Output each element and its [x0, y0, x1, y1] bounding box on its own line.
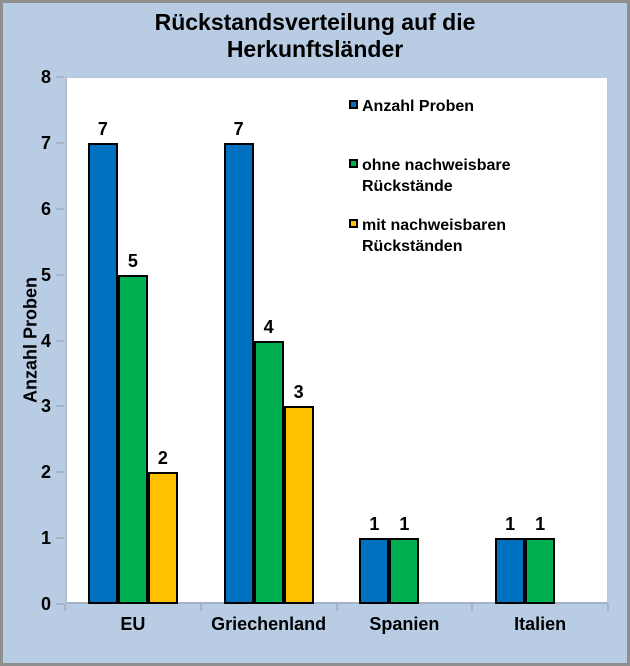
- bar-value-label: 1: [369, 514, 380, 535]
- x-category-label: Spanien: [369, 614, 440, 634]
- y-tick-label: 5: [40, 264, 51, 285]
- y-tick-label: 3: [40, 396, 51, 417]
- y-tick-label: 7: [40, 132, 51, 153]
- legend-item: Anzahl Proben: [349, 96, 474, 117]
- bar: [87, 142, 118, 604]
- y-tick-mark: [56, 207, 64, 210]
- y-tick-label: 6: [40, 198, 51, 219]
- y-tick-label: 1: [40, 528, 51, 549]
- y-tick-mark: [56, 537, 64, 540]
- x-tick-mark: [64, 604, 66, 611]
- bar-value-label: 1: [399, 514, 410, 535]
- x-tick-mark: [471, 604, 474, 611]
- legend-label: Anzahl Proben: [362, 98, 475, 115]
- y-tick-mark: [56, 405, 64, 408]
- bar: [495, 538, 526, 604]
- x-category-label: Griechenland: [211, 614, 327, 634]
- y-tick-mark: [56, 471, 64, 474]
- y-tick-mark: [56, 273, 64, 276]
- bar-value-label: 7: [233, 118, 244, 139]
- bar: [283, 406, 314, 604]
- bar-value-label: 7: [97, 118, 108, 139]
- legend-swatch: [349, 219, 358, 228]
- bar: [253, 340, 284, 604]
- legend-swatch: [349, 159, 358, 168]
- y-tick-label: 4: [40, 330, 51, 351]
- y-tick-mark: [56, 339, 64, 342]
- x-category-label: Italien: [514, 614, 567, 634]
- bar-value-label: 5: [127, 250, 138, 271]
- bar-value-label: 1: [535, 514, 546, 535]
- bar: [117, 274, 148, 604]
- bar-value-label: 2: [157, 448, 168, 469]
- bar: [359, 538, 390, 604]
- chart-title: Rückstandsverteilung auf die Herkunftslä…: [154, 9, 476, 62]
- bar-value-label: 3: [293, 382, 304, 403]
- legend-swatch: [349, 100, 358, 109]
- x-tick-mark: [607, 604, 609, 611]
- legend-item: ohne nachweisbare Rückstände: [349, 155, 562, 197]
- bar: [525, 538, 556, 604]
- bar-value-label: 4: [263, 316, 274, 337]
- y-tick-mark: [56, 603, 64, 605]
- bar: [147, 472, 178, 604]
- x-tick-mark: [335, 604, 338, 611]
- bar: [223, 142, 254, 604]
- y-tick-mark: [56, 76, 64, 78]
- y-tick-label: 8: [40, 67, 51, 87]
- bar: [389, 538, 420, 604]
- legend-label: ohne nachweisbare Rückstände: [362, 157, 511, 195]
- legend-item: mit nachweisbaren Rückständen: [349, 215, 562, 257]
- y-tick-label: 0: [40, 594, 51, 614]
- y-tick-mark: [56, 141, 64, 144]
- legend-label: mit nachweisbaren Rückständen: [362, 217, 507, 255]
- bar-value-label: 1: [505, 514, 516, 535]
- x-category-label: EU: [120, 614, 146, 634]
- y-tick-label: 2: [40, 462, 51, 483]
- x-tick-mark: [199, 604, 202, 611]
